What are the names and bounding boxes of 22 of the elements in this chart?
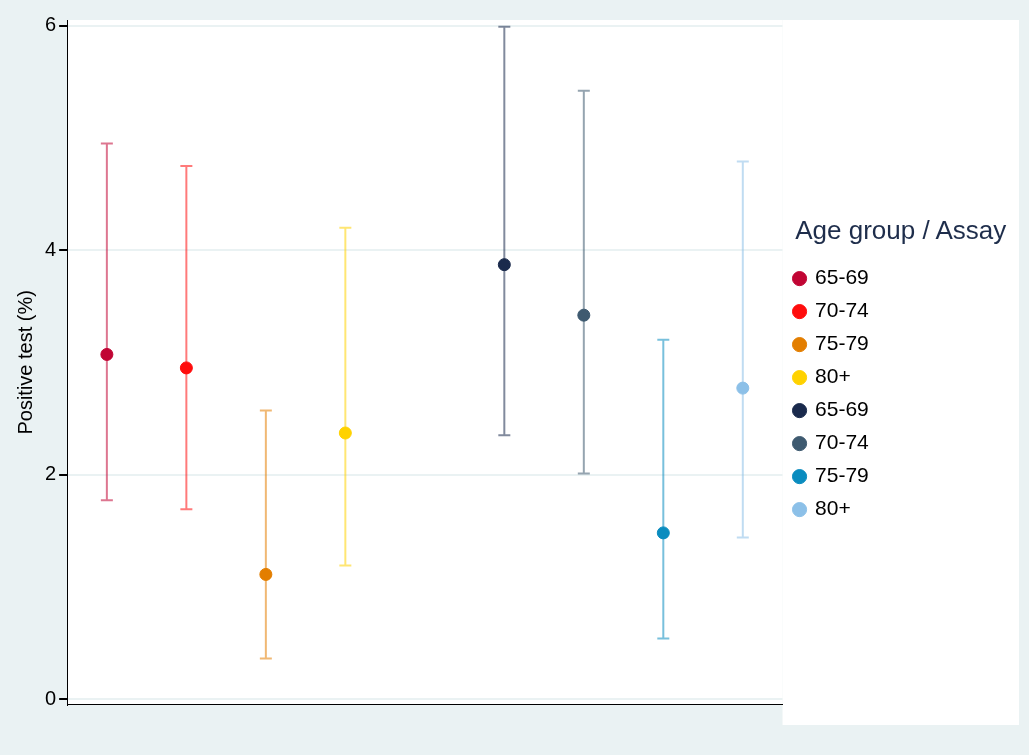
point [656,526,670,540]
legend-label: 65-69 [815,397,869,421]
y-tick-label: 0 [45,686,57,709]
legend-title: Age group / Assay [795,215,1007,246]
point [577,308,591,322]
point [338,426,352,440]
point [179,361,193,375]
legend-label: 65-69 [815,265,869,289]
y-tick-label: 2 [45,462,57,485]
legend-label: 80+ [815,496,851,520]
legend-label: 80+ [815,364,851,388]
y-axis-title: Positive test (%) [13,290,36,435]
y-tick-label: 4 [45,237,57,260]
point [100,347,114,361]
legend-label: 70-74 [815,430,870,454]
legend-label: 75-79 [815,463,869,487]
point [259,567,273,581]
point [736,381,750,395]
legend-label: 70-74 [815,298,870,322]
point [497,258,511,272]
legend-label: 75-79 [815,331,869,355]
y-tick-label: 6 [45,13,57,36]
